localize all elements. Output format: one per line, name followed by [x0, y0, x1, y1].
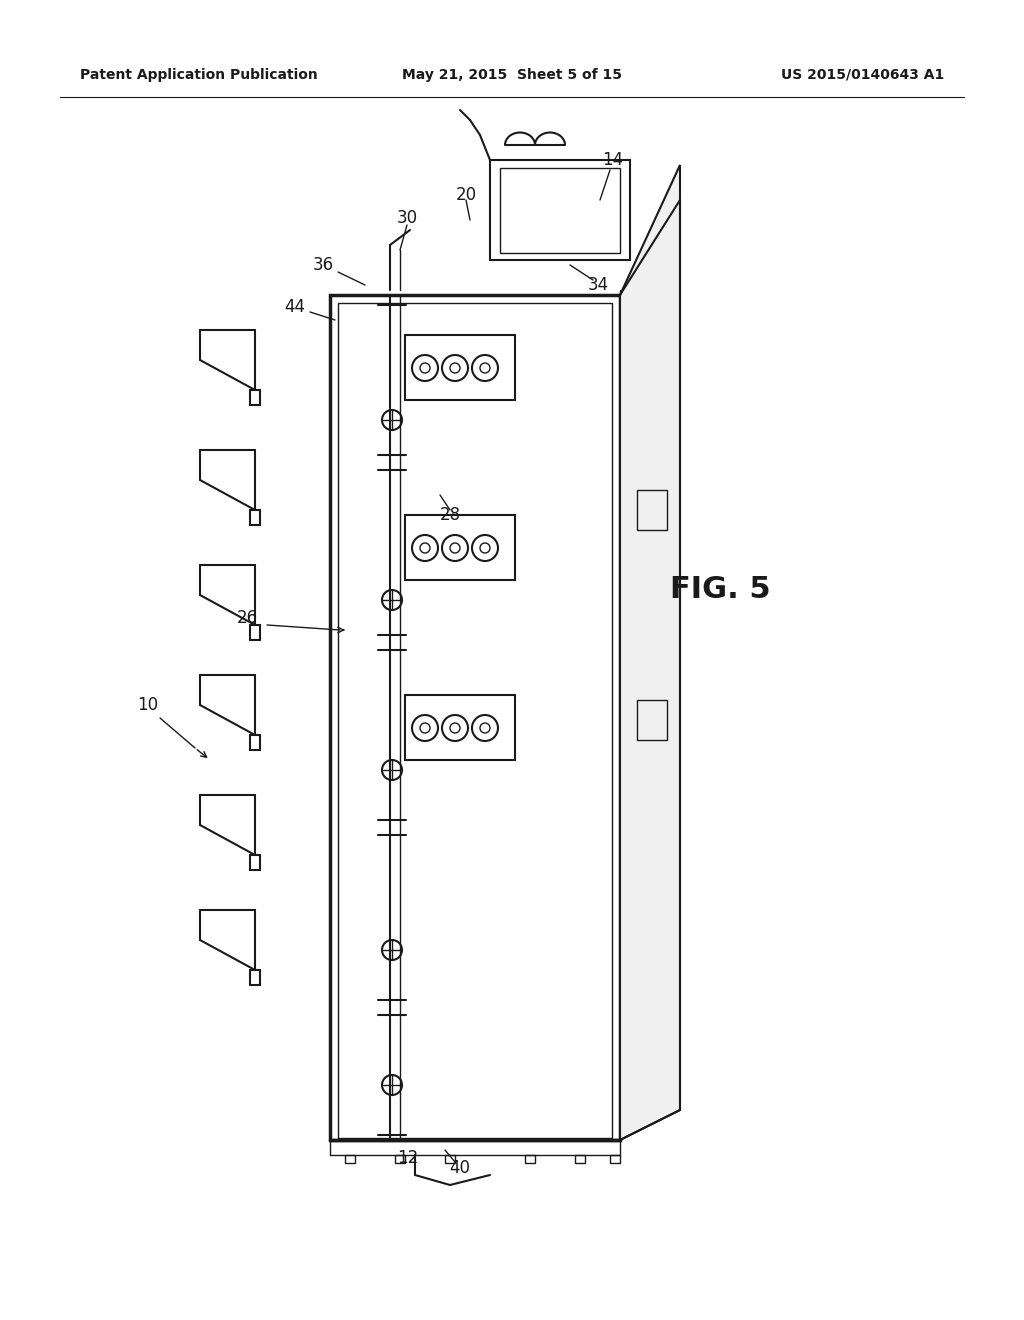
- Text: 12: 12: [397, 1148, 419, 1167]
- Circle shape: [480, 723, 490, 733]
- Text: Patent Application Publication: Patent Application Publication: [80, 69, 317, 82]
- Circle shape: [442, 355, 468, 381]
- Circle shape: [420, 363, 430, 374]
- Bar: [525, 1155, 535, 1163]
- Text: 20: 20: [456, 186, 476, 205]
- Bar: [406, 335, 515, 400]
- Bar: [575, 1155, 585, 1163]
- Text: 26: 26: [237, 609, 258, 627]
- Circle shape: [382, 590, 402, 610]
- Bar: [406, 515, 515, 579]
- Bar: [637, 700, 667, 741]
- Circle shape: [382, 940, 402, 960]
- Circle shape: [472, 535, 498, 561]
- Bar: [406, 696, 515, 760]
- Circle shape: [442, 715, 468, 741]
- Text: 14: 14: [602, 150, 624, 169]
- Bar: [500, 168, 620, 253]
- Circle shape: [412, 715, 438, 741]
- Circle shape: [450, 723, 460, 733]
- Bar: [345, 1155, 355, 1163]
- Text: 30: 30: [396, 209, 418, 227]
- Text: US 2015/0140643 A1: US 2015/0140643 A1: [780, 69, 944, 82]
- Circle shape: [480, 543, 490, 553]
- Text: 10: 10: [137, 696, 159, 714]
- Text: FIG. 5: FIG. 5: [670, 576, 770, 605]
- Circle shape: [382, 1074, 402, 1096]
- Circle shape: [450, 543, 460, 553]
- Bar: [338, 304, 612, 1138]
- Circle shape: [480, 363, 490, 374]
- Circle shape: [382, 760, 402, 780]
- Text: May 21, 2015  Sheet 5 of 15: May 21, 2015 Sheet 5 of 15: [402, 69, 622, 82]
- Text: 40: 40: [450, 1159, 470, 1177]
- Text: 36: 36: [312, 256, 334, 275]
- Bar: [445, 1155, 455, 1163]
- Circle shape: [382, 411, 402, 430]
- Bar: [395, 1155, 406, 1163]
- Text: 44: 44: [285, 298, 305, 315]
- Circle shape: [472, 715, 498, 741]
- Circle shape: [412, 355, 438, 381]
- Text: 28: 28: [439, 506, 461, 524]
- Bar: [637, 490, 667, 531]
- Polygon shape: [620, 165, 680, 1140]
- Bar: [330, 294, 620, 1140]
- Circle shape: [472, 355, 498, 381]
- Circle shape: [412, 535, 438, 561]
- Bar: [490, 160, 630, 260]
- Text: 34: 34: [588, 276, 608, 294]
- Circle shape: [442, 535, 468, 561]
- Circle shape: [420, 543, 430, 553]
- Bar: [610, 1155, 620, 1163]
- Circle shape: [420, 723, 430, 733]
- Circle shape: [450, 363, 460, 374]
